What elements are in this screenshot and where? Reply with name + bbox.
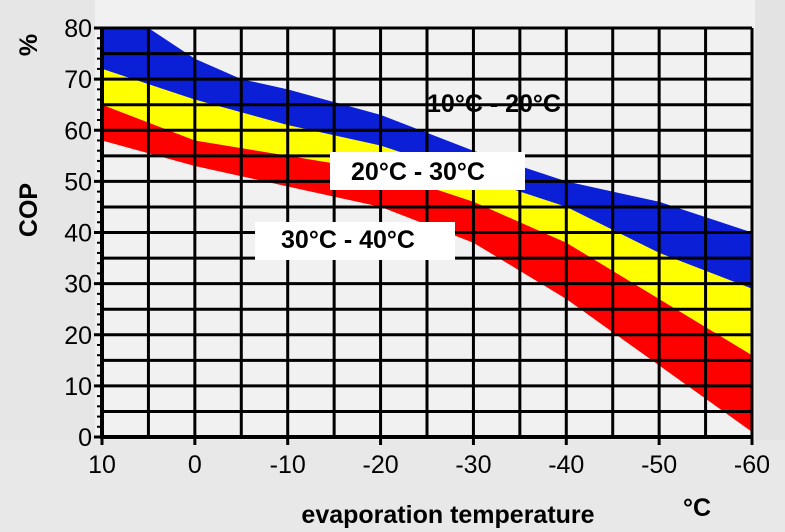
band-label-30-40: 30°C - 40°C	[255, 222, 455, 260]
x-unit-label: °C	[683, 494, 711, 522]
band-30-40	[102, 104, 752, 432]
y-unit-label: %	[15, 34, 43, 56]
y-tick-label: 0	[78, 424, 92, 452]
y-tick-label: 50	[64, 168, 92, 196]
band-label-20-30: 20°C - 30°C	[330, 152, 525, 190]
y-tick-label: 20	[64, 322, 92, 350]
band-20-30	[102, 68, 752, 356]
y-tick-label: 40	[64, 220, 92, 248]
x-tick-label: -50	[641, 451, 677, 479]
y-tick-label: 10	[64, 373, 92, 401]
x-tick-label: -60	[734, 451, 770, 479]
y-tick-label: 60	[64, 117, 92, 145]
svg-text:10°C - 20°C: 10°C - 20°C	[427, 90, 561, 118]
x-tick-label: -40	[548, 451, 584, 479]
y-tick-label: 30	[64, 271, 92, 299]
y-axis-label: COP	[15, 183, 43, 237]
y-tick-label: 70	[64, 66, 92, 94]
x-tick-label: 10	[88, 451, 116, 479]
x-tick-label: 0	[188, 451, 202, 479]
band-label-10-20: 10°C - 20°C	[427, 90, 561, 118]
svg-text:30°C - 40°C: 30°C - 40°C	[281, 226, 415, 254]
x-tick-label: -20	[363, 451, 399, 479]
y-tick-label: 80	[64, 15, 92, 43]
x-tick-label: -10	[270, 451, 306, 479]
x-axis-label: evaporation temperature	[301, 501, 594, 529]
svg-text:20°C - 30°C: 20°C - 30°C	[351, 158, 485, 186]
x-tick-label: -30	[455, 451, 491, 479]
